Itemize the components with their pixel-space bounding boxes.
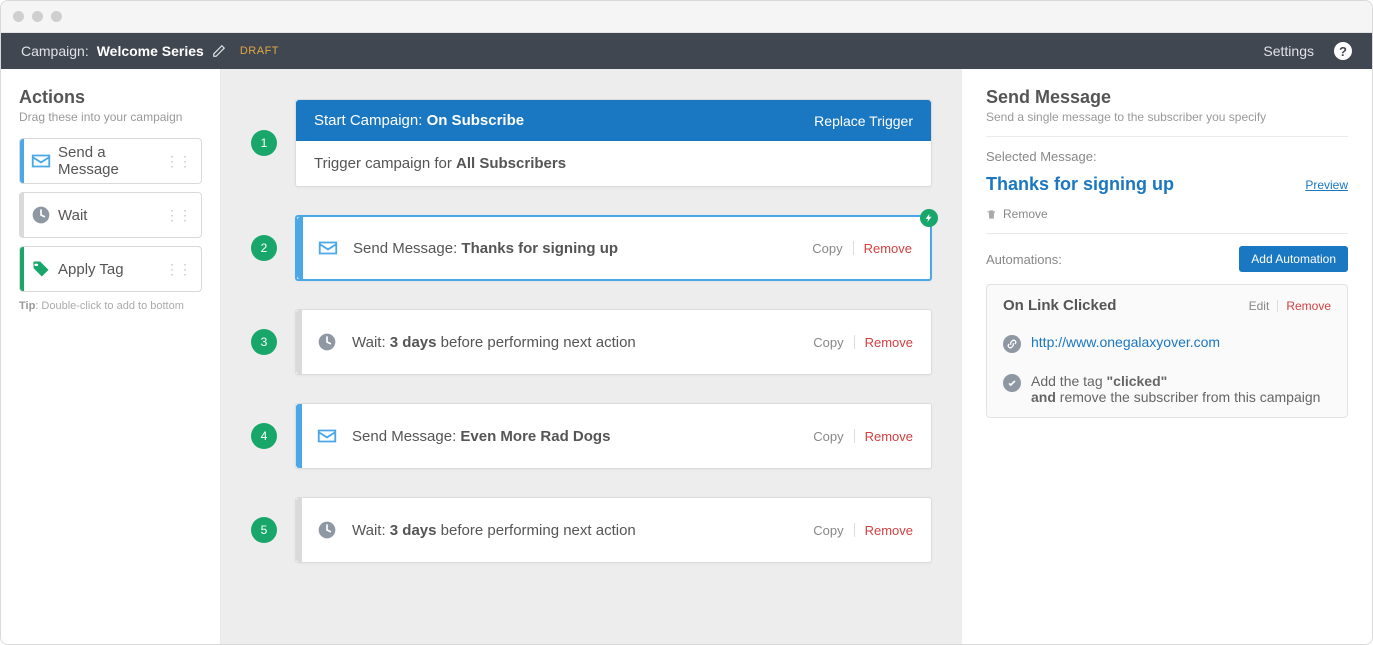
step-card-send[interactable]: Send Message: Thanks for signing upCopy R… [295, 215, 932, 281]
step-row: 5 Wait: 3 days before performing next act… [251, 497, 932, 563]
automation-remove-button[interactable]: Remove [1286, 299, 1331, 313]
copy-button[interactable]: Copy [813, 335, 843, 350]
mail-icon [303, 237, 353, 259]
window-titlebar [1, 1, 1372, 33]
step-row: 1 Start Campaign: On Subscribe Replace Tri… [251, 99, 932, 187]
action-item-label: Apply Tag [58, 261, 165, 278]
automation-edit-button[interactable]: Edit [1249, 299, 1270, 313]
toolbar: Campaign: Welcome Series DRAFT Settings … [1, 33, 1372, 69]
replace-trigger-button[interactable]: Replace Trigger [814, 113, 913, 129]
step-card-wait[interactable]: Wait: 3 days before performing next acti… [295, 497, 932, 563]
automations-label: Automations: [986, 252, 1062, 267]
action-item-tag[interactable]: Apply Tag⋮⋮ [19, 246, 202, 292]
action-item-mail[interactable]: Send a Message⋮⋮ [19, 138, 202, 184]
actions-title: Actions [19, 87, 202, 108]
preview-link[interactable]: Preview [1305, 178, 1348, 192]
step-card-wait[interactable]: Wait: 3 days before performing next acti… [295, 309, 932, 375]
actions-tip: Tip: Double-click to add to bottom [19, 300, 202, 312]
selected-message-title[interactable]: Thanks for signing up [986, 174, 1174, 195]
automation-name: On Link Clicked [1003, 297, 1116, 314]
trash-icon [986, 209, 997, 220]
step-row: 4 Send Message: Even More Rad DogsCopy Rem… [251, 403, 932, 469]
step-label: Send Message: Even More Rad Dogs [352, 428, 813, 445]
settings-link[interactable]: Settings [1263, 43, 1314, 59]
tag-icon [24, 259, 58, 279]
window-control-zoom[interactable] [51, 11, 62, 22]
automation-action-text: Add the tag "clicked" and remove the sub… [1031, 373, 1320, 405]
action-item-clock[interactable]: Wait⋮⋮ [19, 192, 202, 238]
campaign-name: Welcome Series [97, 43, 204, 59]
remove-button[interactable]: Remove [865, 523, 913, 538]
step-number-badge: 1 [251, 130, 277, 156]
check-icon [1003, 374, 1021, 392]
step-card-send[interactable]: Send Message: Even More Rad DogsCopy Remo… [295, 403, 932, 469]
edit-icon[interactable] [212, 44, 226, 58]
drag-handle-icon[interactable]: ⋮⋮ [165, 153, 191, 170]
trigger-title: Start Campaign: On Subscribe [314, 112, 524, 129]
remove-button[interactable]: Remove [864, 241, 912, 256]
step-number-badge: 4 [251, 423, 277, 449]
action-item-label: Wait [58, 207, 165, 224]
step-label: Wait: 3 days before performing next acti… [352, 522, 813, 539]
mail-icon [24, 150, 58, 172]
bolt-badge-icon [920, 209, 938, 227]
detail-title: Send Message [986, 87, 1348, 108]
campaign-canvas: 1 Start Campaign: On Subscribe Replace Tri… [221, 69, 962, 644]
selected-message-label: Selected Message: [986, 149, 1348, 164]
help-icon[interactable]: ? [1334, 42, 1352, 60]
remove-button[interactable]: Remove [865, 335, 913, 350]
step-row: 2 Send Message: Thanks for signing upCopy… [251, 215, 932, 281]
remove-message-button[interactable]: Remove [986, 207, 1348, 221]
step-row: 3 Wait: 3 days before performing next act… [251, 309, 932, 375]
drag-handle-icon[interactable]: ⋮⋮ [165, 261, 191, 278]
step-number-badge: 3 [251, 329, 277, 355]
remove-button[interactable]: Remove [865, 429, 913, 444]
copy-button[interactable]: Copy [813, 523, 843, 538]
actions-subtitle: Drag these into your campaign [19, 110, 202, 124]
campaign-prefix: Campaign: [21, 43, 89, 59]
drag-handle-icon[interactable]: ⋮⋮ [165, 207, 191, 224]
detail-panel: Send Message Send a single message to th… [962, 69, 1372, 644]
clock-icon [24, 205, 58, 225]
copy-button[interactable]: Copy [813, 429, 843, 444]
window-control-close[interactable] [13, 11, 24, 22]
clock-icon [302, 332, 352, 352]
window-control-minimize[interactable] [32, 11, 43, 22]
link-icon [1003, 335, 1021, 353]
clock-icon [302, 520, 352, 540]
step-label: Wait: 3 days before performing next acti… [352, 334, 813, 351]
action-item-label: Send a Message [58, 144, 165, 178]
mail-icon [302, 425, 352, 447]
step-number-badge: 5 [251, 517, 277, 543]
automation-card: On Link Clicked Edit Remove http://www.o… [986, 284, 1348, 418]
app-window: Campaign: Welcome Series DRAFT Settings … [0, 0, 1373, 645]
step-label: Send Message: Thanks for signing up [353, 240, 812, 257]
actions-sidebar: Actions Drag these into your campaign Se… [1, 69, 221, 644]
add-automation-button[interactable]: Add Automation [1239, 246, 1348, 272]
trigger-card[interactable]: Start Campaign: On Subscribe Replace Trig… [295, 99, 932, 187]
trigger-body: Trigger campaign for All Subscribers [296, 141, 931, 186]
automation-url[interactable]: http://www.onegalaxyover.com [1031, 334, 1220, 350]
detail-subtitle: Send a single message to the subscriber … [986, 110, 1348, 124]
copy-button[interactable]: Copy [812, 241, 842, 256]
draft-badge: DRAFT [240, 45, 279, 57]
step-number-badge: 2 [251, 235, 277, 261]
